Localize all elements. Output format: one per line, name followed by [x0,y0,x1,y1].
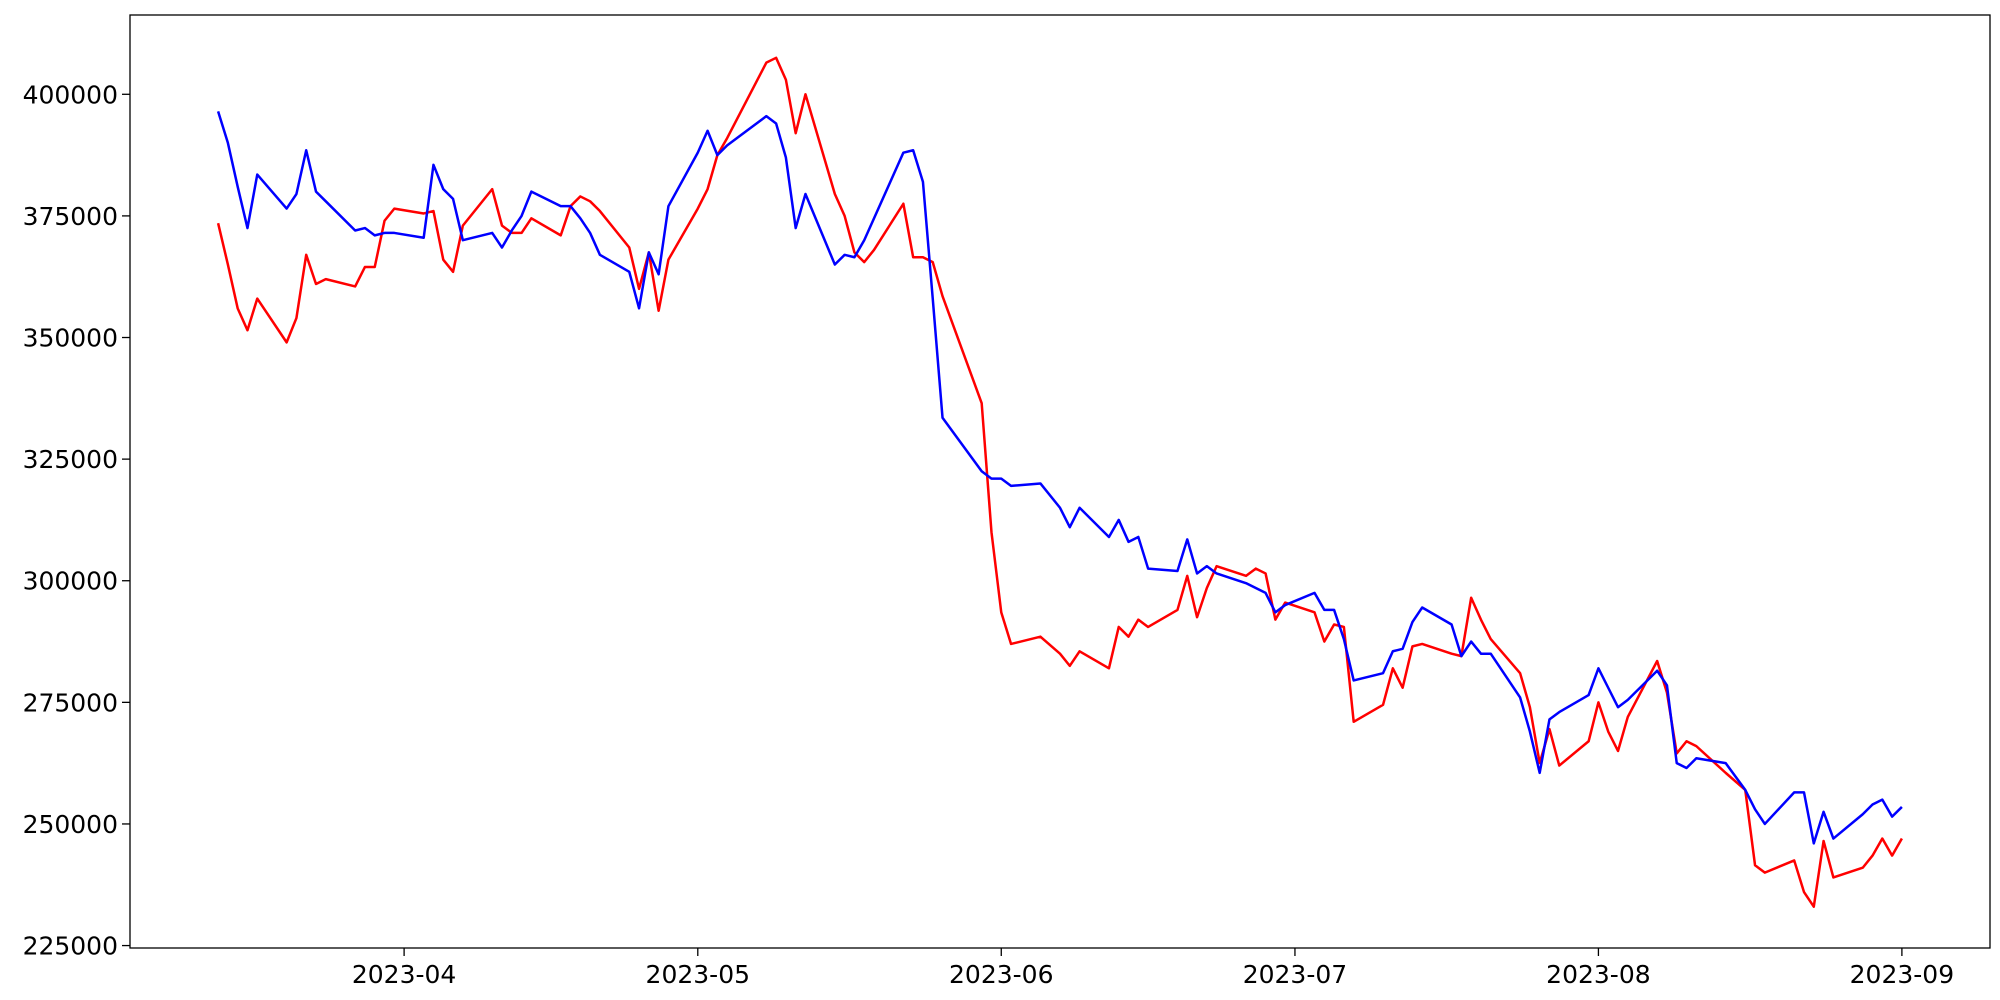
x-tick-label: 2023-09 [1850,960,1954,989]
y-tick-label: 375000 [23,202,118,231]
x-tick-label: 2023-06 [949,960,1053,989]
plot-frame [129,14,1991,949]
y-tick-label: 325000 [23,445,118,474]
y-tick-label: 225000 [23,932,118,961]
y-tick-label: 300000 [23,567,118,596]
x-tick-label: 2023-04 [352,960,456,989]
series-line [216,56,1903,908]
series-line [216,110,1903,845]
y-tick-label: 250000 [23,810,118,839]
x-tick-label: 2023-05 [646,960,750,989]
x-tick-label: 2023-07 [1243,960,1347,989]
y-tick-label: 350000 [23,324,118,353]
x-tick-label: 2023-08 [1546,960,1650,989]
y-tick-label: 400000 [23,80,118,109]
y-tick-label: 275000 [23,688,118,717]
